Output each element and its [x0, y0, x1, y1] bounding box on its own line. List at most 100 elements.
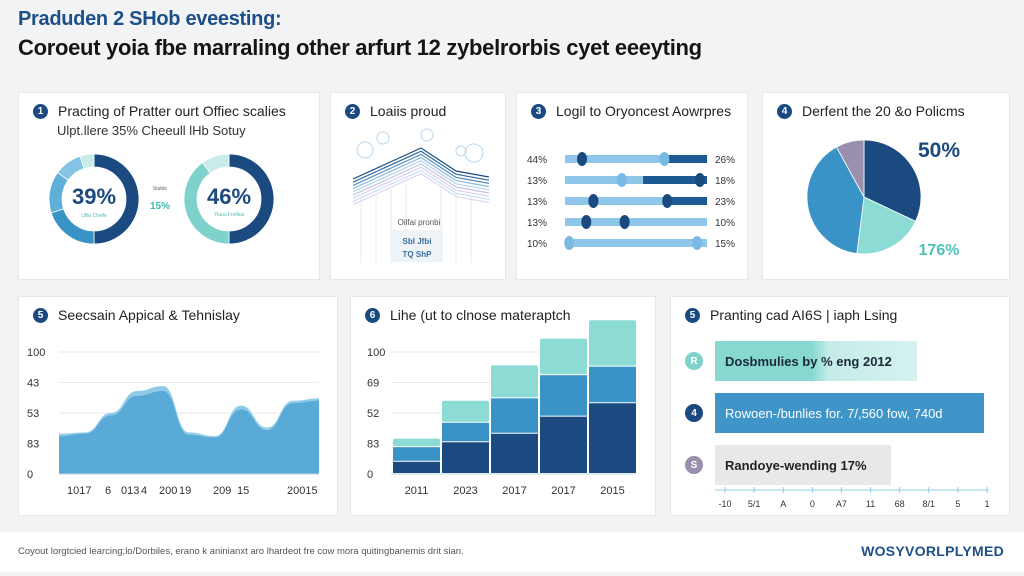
card-sliders: 3 Logil to Oryoncest Aowrpres 44% 26% 13% 1… — [516, 92, 748, 280]
slider-handle-end[interactable] — [662, 194, 673, 208]
number-badge: 5 — [33, 307, 48, 323]
slider-track[interactable] — [565, 197, 707, 205]
slider-handle-start[interactable] — [577, 152, 588, 166]
slider-handle-end[interactable] — [694, 173, 705, 187]
pie-chart: 50% 176% — [806, 139, 960, 259]
y-tick-label: 100 — [367, 347, 385, 359]
bar-icon: 4 — [685, 404, 703, 422]
number-badge: 2 — [345, 103, 360, 119]
bar-segment-dark — [589, 403, 636, 473]
card-subtitle: Ulpt.llere 35% Cheeull lHb Sotuy — [57, 123, 246, 138]
page-header: Praduden 2 SHob eveesting: Coroeut yoia … — [18, 8, 702, 61]
x-tick-label: 15 — [237, 485, 249, 497]
x-tick-label: 6 — [105, 485, 111, 497]
pie-slice — [863, 139, 922, 222]
horizontal-bar: Rowoen-/bunlies for. 7/,560 fow, 740d — [715, 393, 984, 433]
y-tick-label: 83 — [27, 439, 39, 451]
card-donuts: 1 Practing of Pratter ourt Offiec scalie… — [18, 92, 320, 280]
slider-fill — [664, 155, 707, 163]
bar-segment-light — [589, 320, 636, 366]
brand-logo[interactable]: WOSYVORLPLYMED — [861, 543, 1004, 559]
bar-segment-dark — [442, 442, 489, 473]
slider-right-label: 23% — [715, 197, 735, 208]
slider-handle-end[interactable] — [692, 236, 703, 250]
bar-segment-dark — [491, 433, 538, 473]
x-tick-label: 2011 — [405, 485, 429, 497]
card-title: 4 Derfent the 20 &o Policms — [777, 103, 965, 119]
donut-left-slice — [79, 153, 95, 170]
page-subtitle: Praduden 2 SHob eveesting: — [18, 8, 282, 30]
donut-right-value: 46% — [207, 184, 251, 209]
x-tick-label: 68 — [895, 499, 905, 509]
y-tick-label: 43 — [27, 378, 39, 390]
slider-handle-start[interactable] — [588, 194, 599, 208]
x-tick-label: 2017 — [551, 485, 575, 497]
x-tick-label: 19 — [179, 485, 191, 497]
donut-right-slice — [201, 153, 230, 174]
card-title: 6 Lihe (ut to clnose materaptch — [365, 307, 571, 323]
slider-right-label: 10% — [715, 218, 735, 229]
pie-slice — [806, 146, 865, 254]
card-stacked-bars: 6 Lihe (ut to clnose materaptch 100 69 52 8… — [350, 296, 656, 516]
x-tick-label: 2015 — [600, 485, 624, 497]
slider-track[interactable] — [565, 218, 707, 226]
card-title-text: Lihe (ut to clnose materaptch — [390, 307, 571, 323]
donut-charts: 39% Ulfiu Chelle Stuble 15% 46% Ylauu Fr… — [48, 153, 275, 245]
number-badge: 6 — [365, 307, 380, 323]
card-title: 5 Pranting cad AI6S | iaph Lsing — [685, 307, 897, 323]
card-horizontal-bars: 5 Pranting cad AI6S | iaph Lsing R Dosbmu… — [670, 296, 1010, 516]
y-tick-label: 0 — [27, 469, 33, 481]
donut-left-value: 39% — [72, 184, 116, 209]
number-badge: 4 — [777, 103, 792, 119]
card-title-text: Pranting cad AI6S | iaph Lsing — [710, 307, 898, 323]
slider-handle-start[interactable] — [616, 173, 627, 187]
bar-segment-light — [540, 338, 587, 375]
slider-left-label: 44% — [527, 155, 547, 166]
x-tick-label: 013 — [121, 485, 139, 497]
mountain-illustration: Oilfai pronbi Sbl Jfbi TQ ShP — [352, 128, 490, 263]
bar-segment-mid — [589, 366, 636, 403]
stacked-bar-chart: 100 69 52 83 0 2011 2023 2017 2017 2015 — [367, 320, 636, 497]
illustration-line1: Sbl Jfbi — [403, 237, 432, 246]
slider-handle-end[interactable] — [659, 152, 670, 166]
card-title-text: Logil to Oryoncest Aowrpres — [556, 103, 732, 119]
footer-text: Coyout lorgtcied learcing;lo/Dorbiles, e… — [18, 546, 464, 557]
mountain-line — [352, 169, 490, 202]
y-tick-label: 0 — [367, 469, 373, 481]
donut-right-caption: Ylauu Frellius — [214, 212, 245, 218]
slider-left-label: 13% — [527, 218, 547, 229]
card-pie: 4 Derfent the 20 &o Policms 50% 176% — [762, 92, 1010, 280]
card-title-text: Seecsain Appical & Tehnislay — [58, 307, 240, 323]
pie-label-bottom: 176% — [919, 242, 960, 259]
x-tick-label: 2017 — [502, 485, 526, 497]
number-badge: 3 — [531, 103, 546, 119]
bar-segment-mid — [393, 447, 440, 461]
x-tick-label: 20015 — [287, 485, 318, 497]
y-tick-label: 69 — [367, 378, 379, 390]
bar-segment-mid — [540, 375, 587, 416]
pie-slice — [856, 196, 917, 255]
slider-handle-start[interactable] — [564, 236, 575, 250]
area-chart: 100 43 53 83 0 1017 6 013 4 200 19 209 15 20015 — [27, 347, 319, 497]
card-title-text: Loaiis proud — [370, 103, 447, 119]
slider-track[interactable] — [565, 176, 707, 184]
bubble-icon — [420, 128, 434, 142]
mountain-line — [352, 163, 490, 196]
bubble-icon — [356, 141, 374, 159]
x-tick-label: 5 — [955, 499, 960, 509]
slider-track[interactable] — [565, 239, 707, 247]
card-title-text: Derfent the 20 &o Policms — [802, 103, 965, 119]
bar-segment-dark — [393, 461, 440, 473]
y-tick-label: 52 — [367, 408, 379, 420]
illustration-line2: TQ ShP — [403, 250, 433, 259]
card-title-text: Practing of Pratter ourt Offiec scalies — [58, 103, 286, 119]
bar-segment-light — [393, 438, 440, 447]
slider-left-label: 13% — [527, 176, 547, 187]
slider-fill — [667, 197, 707, 205]
slider-track[interactable] — [565, 155, 707, 163]
slider-handle-start[interactable] — [581, 215, 592, 229]
mountain-line — [352, 172, 490, 206]
slider-handle-end[interactable] — [619, 215, 630, 229]
slider-right-label: 15% — [715, 239, 735, 250]
x-tick-label: 5/1 — [748, 499, 761, 509]
